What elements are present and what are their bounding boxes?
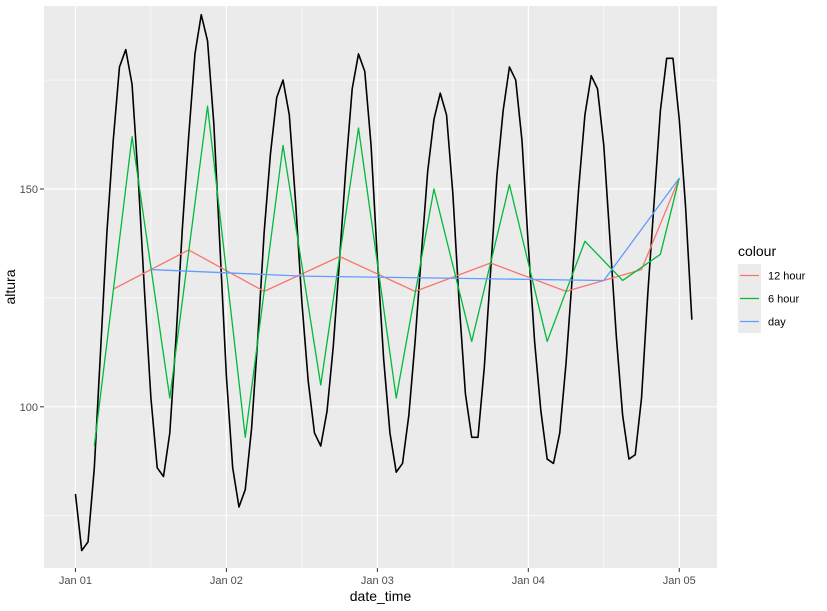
series-line-6-hour bbox=[93, 105, 680, 447]
x-axis-title: date_time bbox=[350, 588, 412, 604]
grid-major bbox=[44, 6, 717, 568]
series-line-day bbox=[150, 177, 680, 282]
y-axis-title: altura bbox=[2, 269, 18, 304]
y-tick-label: 150 bbox=[20, 184, 38, 196]
legend: colour 12 hour 6 hour day bbox=[738, 243, 806, 333]
x-tick-label: Jan 04 bbox=[512, 575, 545, 587]
x-tick-label: Jan 02 bbox=[210, 575, 243, 587]
x-axis: Jan 01 Jan 02 Jan 03 Jan 04 Jan 05 bbox=[59, 568, 696, 587]
y-tick-label: 100 bbox=[20, 402, 38, 414]
x-tick-label: Jan 03 bbox=[361, 575, 394, 587]
x-tick-label: Jan 01 bbox=[59, 575, 92, 587]
legend-label: 6 hour bbox=[768, 294, 800, 306]
series-layer bbox=[74, 13, 693, 552]
legend-title: colour bbox=[738, 243, 776, 259]
x-tick-label: Jan 05 bbox=[663, 575, 696, 587]
legend-label: day bbox=[768, 317, 786, 329]
legend-label: 12 hour bbox=[768, 271, 806, 283]
y-axis: 100 150 bbox=[20, 184, 44, 414]
series-line-observed bbox=[74, 13, 693, 552]
